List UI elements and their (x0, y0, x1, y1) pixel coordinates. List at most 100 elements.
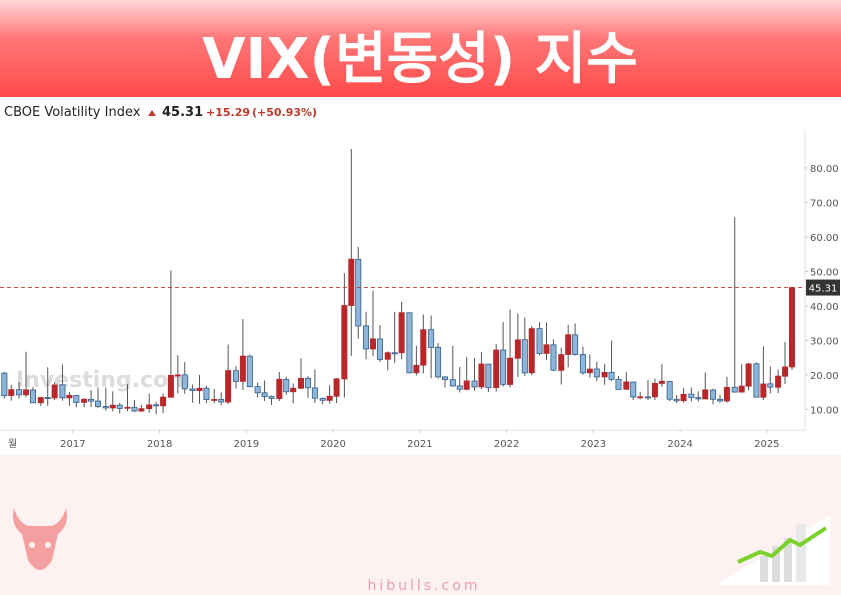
candle-body (23, 389, 30, 396)
candle-body (398, 312, 405, 354)
candle-body (51, 384, 58, 399)
candle-body (745, 363, 752, 387)
candle-body (413, 364, 420, 374)
change-pct: (+50.93%) (252, 106, 317, 119)
candle-body (420, 329, 427, 366)
candle-body (276, 378, 283, 400)
candle-body (514, 339, 521, 359)
x-edge-label: 월 (8, 438, 17, 450)
candle-body (644, 396, 651, 399)
x-tick-label: 2024 (667, 439, 692, 450)
candle-body (565, 334, 572, 355)
candle-body (370, 338, 377, 350)
candle-body (355, 258, 362, 327)
candle-body (463, 380, 470, 390)
x-tick-label: 2020 (320, 439, 345, 450)
candle-body (232, 370, 239, 382)
candle-body (608, 372, 615, 380)
y-tick-label: 20.00 (810, 371, 839, 382)
candle-body (543, 344, 550, 354)
candle-body (81, 398, 88, 403)
candle-body (160, 396, 167, 407)
watermark: Investing.com (16, 368, 191, 393)
candle-body (131, 406, 138, 412)
y-tick-label: 30.00 (810, 336, 839, 347)
candle-body (333, 378, 340, 397)
candle-body (601, 372, 608, 378)
y-tick-label: 40.00 (810, 302, 839, 313)
change: +15.29 (206, 106, 250, 119)
x-tick-label: 2025 (754, 439, 779, 450)
candle-body (384, 352, 391, 360)
candle-body (680, 393, 687, 402)
candle-body (623, 381, 630, 390)
candle-body (579, 354, 586, 374)
candle-body (507, 357, 514, 385)
candle-body (435, 346, 442, 378)
candle-body (261, 392, 268, 397)
candle-body (658, 380, 665, 384)
candle-body (753, 363, 760, 398)
candle-body (456, 385, 463, 390)
candle-body (442, 376, 449, 381)
candle-body (593, 368, 600, 378)
candle-body (630, 381, 637, 398)
candle-body (66, 394, 73, 399)
chart-panel (0, 97, 841, 455)
price: 45.31 (162, 105, 203, 120)
chart-icon (716, 515, 830, 585)
price-tag (806, 279, 840, 296)
candle-body (167, 374, 174, 398)
candle-body (319, 397, 326, 401)
candle-body (239, 355, 246, 382)
y-tick-label: 10.00 (810, 405, 839, 416)
candle-body (218, 398, 225, 403)
candle-body (73, 395, 80, 403)
candle-body (189, 388, 196, 391)
candle-body (1, 372, 8, 397)
candle-body (702, 389, 709, 400)
candle-body (326, 395, 333, 401)
candle-body (471, 380, 478, 388)
candle-body (174, 374, 181, 377)
up-arrow (148, 110, 156, 116)
candle-body (37, 397, 44, 404)
candle-body (44, 397, 51, 399)
candle-body (124, 406, 131, 409)
candle-body (102, 406, 109, 409)
candle-body (666, 380, 673, 400)
candle-body (521, 339, 528, 374)
candle-body (536, 328, 543, 354)
plot: 10.00 20.00 30.00 40.00 50.00 60.00 70.00 80.00… (0, 148, 840, 450)
candle-body (716, 398, 723, 402)
banner-title: VIX(변동성) 지수 (202, 27, 638, 92)
candle-body (695, 397, 702, 400)
x-tick-label: 2018 (147, 439, 172, 450)
candle-body (138, 408, 145, 412)
price-tag-label: 45.31 (809, 284, 838, 295)
candle-body (153, 404, 160, 407)
candle-body (406, 312, 413, 374)
candle-body (572, 334, 579, 355)
candle-body (341, 305, 348, 380)
candle-body (586, 368, 593, 374)
candle-body (246, 355, 253, 388)
candle-body (738, 385, 745, 393)
candle-body (788, 287, 795, 368)
candle-body (493, 349, 500, 388)
candle-body (203, 387, 210, 400)
x-tick-label: 2022 (494, 439, 519, 450)
candle-body (88, 398, 95, 402)
y-tick-label: 60.00 (810, 233, 839, 244)
candle-body (311, 387, 318, 399)
candle-body (688, 393, 695, 398)
candle-body (283, 378, 290, 393)
candle-body (428, 329, 435, 348)
y-tick-label: 80.00 (810, 164, 839, 175)
candle-body (767, 383, 774, 388)
y-tick-label: 50.00 (810, 267, 839, 278)
candle-body (615, 378, 622, 390)
logo (13, 508, 67, 570)
candle-body (760, 383, 767, 398)
